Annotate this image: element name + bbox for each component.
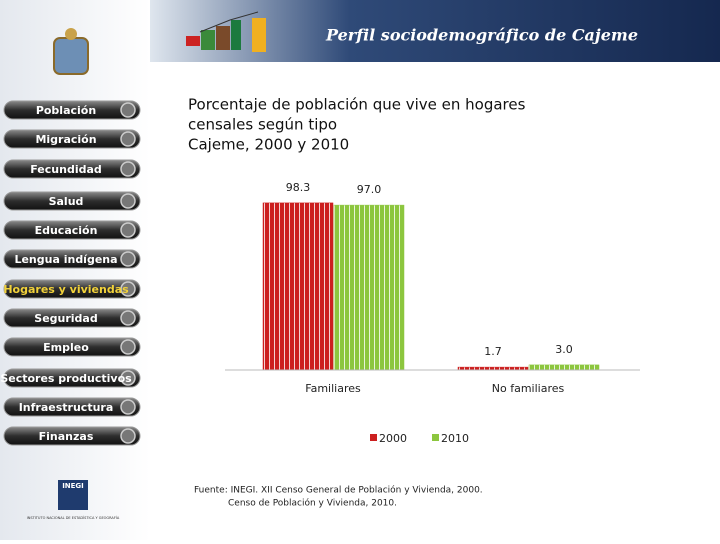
nav-label: Finanzas [39, 430, 94, 443]
legend-label: 2010 [441, 432, 469, 445]
value-label: 3.0 [555, 343, 573, 356]
nav-button-knob [120, 339, 136, 355]
nav-label: Empleo [43, 341, 89, 354]
nav-label: Seguridad [34, 312, 97, 325]
bar [262, 202, 334, 371]
nav-button[interactable]: Fecundidad [3, 159, 141, 179]
nav-button-bg [3, 220, 141, 240]
nav-label: Población [36, 104, 96, 117]
nav-label: Salud [49, 195, 84, 208]
nav-button-bg [3, 159, 141, 179]
nav-button[interactable]: Salud [3, 191, 141, 211]
nav-button-bg [3, 191, 141, 211]
nav-button-knob [120, 310, 136, 326]
value-label: 98.3 [286, 181, 311, 194]
header-band [150, 0, 720, 62]
nav-button-knob [120, 370, 136, 386]
bar [333, 204, 405, 371]
coat-of-arms [53, 28, 89, 75]
nav-button[interactable]: Hogares y viviendas [3, 279, 141, 299]
nav-button[interactable]: Finanzas [3, 426, 141, 446]
nav-label: Educación [35, 224, 98, 237]
nav-button-knob [120, 193, 136, 209]
nav-button-knob [120, 281, 136, 297]
nav-label: Sectores productivos [0, 372, 132, 385]
nav-label: Hogares y viviendas [3, 283, 129, 296]
chart-title: Cajeme, 2000 y 2010 [188, 136, 349, 154]
nav-button-knob [120, 251, 136, 267]
header-title: Perfil sociodemográfico de Cajeme [325, 26, 638, 45]
nav-button-knob [120, 161, 136, 177]
nav-button-bg [3, 368, 141, 388]
nav-button[interactable]: Lengua indígena [3, 249, 141, 269]
nav-button-bg [3, 308, 141, 328]
legend-swatch [432, 434, 439, 441]
nav-button-bg [3, 426, 141, 446]
nav-button[interactable]: Educación [3, 220, 141, 240]
nav-button-knob [120, 222, 136, 238]
legend-swatch [370, 434, 377, 441]
nav-button-knob [120, 102, 136, 118]
sidebar [0, 0, 150, 540]
nav-button-bg [3, 279, 141, 299]
nav-button[interactable]: Sectores productivos [0, 368, 141, 388]
x-tick-label: Familiares [305, 382, 361, 395]
legend-label: 2000 [379, 432, 407, 445]
nav-button[interactable]: Infraestructura [3, 397, 141, 417]
source-note: Censo de Población y Vivienda, 2010. [228, 498, 397, 509]
nav-button[interactable]: Población [3, 100, 141, 120]
nav-button-bg [3, 249, 141, 269]
nav-button[interactable]: Migración [3, 129, 141, 149]
value-label: 97.0 [357, 183, 382, 196]
nav-label: Migración [35, 133, 96, 146]
logo-caption: INSTITUTO NACIONAL DE ESTADÍSTICA Y GEOG… [27, 515, 120, 520]
nav-label: Lengua indígena [14, 253, 117, 266]
header-icon [186, 11, 266, 52]
value-label: 1.7 [484, 345, 502, 358]
nav-button-bg [3, 337, 141, 357]
nav-button-bg [3, 129, 141, 149]
bar [528, 364, 600, 371]
nav-button-bg [3, 100, 141, 120]
chart-title: Porcentaje de población que vive en hoga… [188, 96, 526, 114]
nav-button[interactable]: Seguridad [3, 308, 141, 328]
logo-name: INEGI [62, 482, 84, 490]
nav-button-knob [120, 399, 136, 415]
chart-title: censales según tipo [188, 116, 337, 134]
nav-button-knob [120, 428, 136, 444]
nav-label: Fecundidad [30, 163, 102, 176]
source-note: Fuente: INEGI. XII Censo General de Pobl… [194, 485, 483, 496]
x-tick-label: No familiares [492, 382, 565, 395]
nav-button[interactable]: Empleo [3, 337, 141, 357]
nav-button-knob [120, 131, 136, 147]
nav-button-bg [3, 397, 141, 417]
nav-label: Infraestructura [19, 401, 114, 414]
inegi-logo: INEGI INSTITUTO NACIONAL DE ESTADÍSTICA … [27, 480, 120, 520]
